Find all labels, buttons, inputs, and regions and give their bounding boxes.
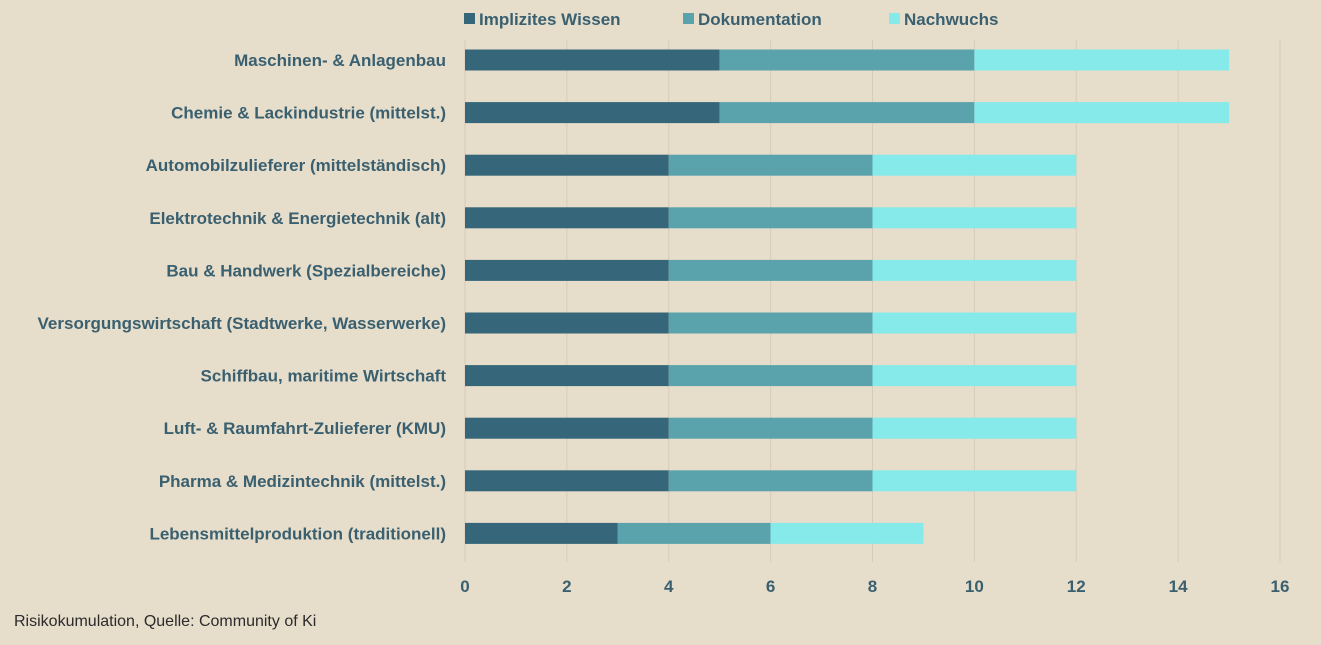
bar-segment <box>668 365 873 387</box>
bar-segment <box>668 312 873 334</box>
category-label: Pharma & Medizintechnik (mittelst.) <box>159 472 446 491</box>
bar-segment <box>465 417 669 439</box>
x-tick-label: 16 <box>1271 577 1290 596</box>
category-label: Elektrotechnik & Energietechnik (alt) <box>149 209 446 228</box>
gridlines <box>464 40 1281 562</box>
legend-label: Dokumentation <box>698 10 822 29</box>
x-tick-label: 14 <box>1169 577 1188 596</box>
x-tick-label: 10 <box>965 577 984 596</box>
bar-segment <box>465 259 669 281</box>
bar-segment <box>465 470 669 492</box>
category-label: Maschinen- & Anlagenbau <box>234 51 446 70</box>
bar-segment <box>668 154 873 176</box>
bars: Maschinen- & Anlagenbau Chemie & Lackindu… <box>38 49 1230 544</box>
x-tick-label: 12 <box>1067 577 1086 596</box>
legend-label: Implizites Wissen <box>479 10 621 29</box>
bar-segment <box>974 49 1230 71</box>
x-tick-label: 2 <box>562 577 571 596</box>
bar-segment <box>465 207 669 229</box>
bar-segment <box>872 365 1077 387</box>
bar-segment <box>465 102 720 124</box>
category-label: Automobilzulieferer (mittelständisch) <box>146 156 446 175</box>
bar-segment <box>617 522 771 544</box>
bar-segment <box>974 102 1230 124</box>
bar-segment <box>872 417 1077 439</box>
x-tick-label: 0 <box>460 577 469 596</box>
category-label: Schiffbau, maritime Wirtschaft <box>201 367 447 386</box>
legend-swatch <box>889 13 900 24</box>
bar-segment <box>719 49 975 71</box>
bar-segment <box>872 312 1077 334</box>
bar-segment <box>465 365 669 387</box>
chart-caption: Risikokumulation, Quelle: Community of K… <box>14 613 317 630</box>
category-label: Versorgungswirtschaft (Stadtwerke, Wasse… <box>38 314 446 333</box>
category-label: Chemie & Lackindustrie (mittelst.) <box>171 104 446 123</box>
legend-swatch <box>683 13 694 24</box>
category-label: Lebensmittelproduktion (traditionell) <box>149 524 446 543</box>
bar-segment <box>668 470 873 492</box>
bar-segment <box>465 522 618 544</box>
bar-segment <box>668 259 873 281</box>
legend-label: Nachwuchs <box>904 10 998 29</box>
bar-segment <box>872 154 1077 176</box>
x-tick-label: 6 <box>766 577 775 596</box>
category-label: Luft- & Raumfahrt-Zulieferer (KMU) <box>164 419 446 438</box>
bar-segment <box>872 470 1077 492</box>
bar-segment <box>719 102 975 124</box>
legend: Implizites Wissen Dokumentation Nachwuchs <box>464 10 998 29</box>
bar-segment <box>770 522 924 544</box>
bar-segment <box>668 207 873 229</box>
x-tick-label: 8 <box>868 577 877 596</box>
bar-segment <box>668 417 873 439</box>
legend-swatch <box>464 13 475 24</box>
x-axis-ticks: 0 2 4 6 8 10 12 14 16 <box>460 577 1289 596</box>
x-tick-label: 4 <box>664 577 674 596</box>
bar-segment <box>465 49 720 71</box>
category-label: Bau & Handwerk (Spezialbereiche) <box>166 261 446 280</box>
bar-segment <box>872 259 1077 281</box>
bar-segment <box>872 207 1077 229</box>
bar-segment <box>465 154 669 176</box>
bar-segment <box>465 312 669 334</box>
